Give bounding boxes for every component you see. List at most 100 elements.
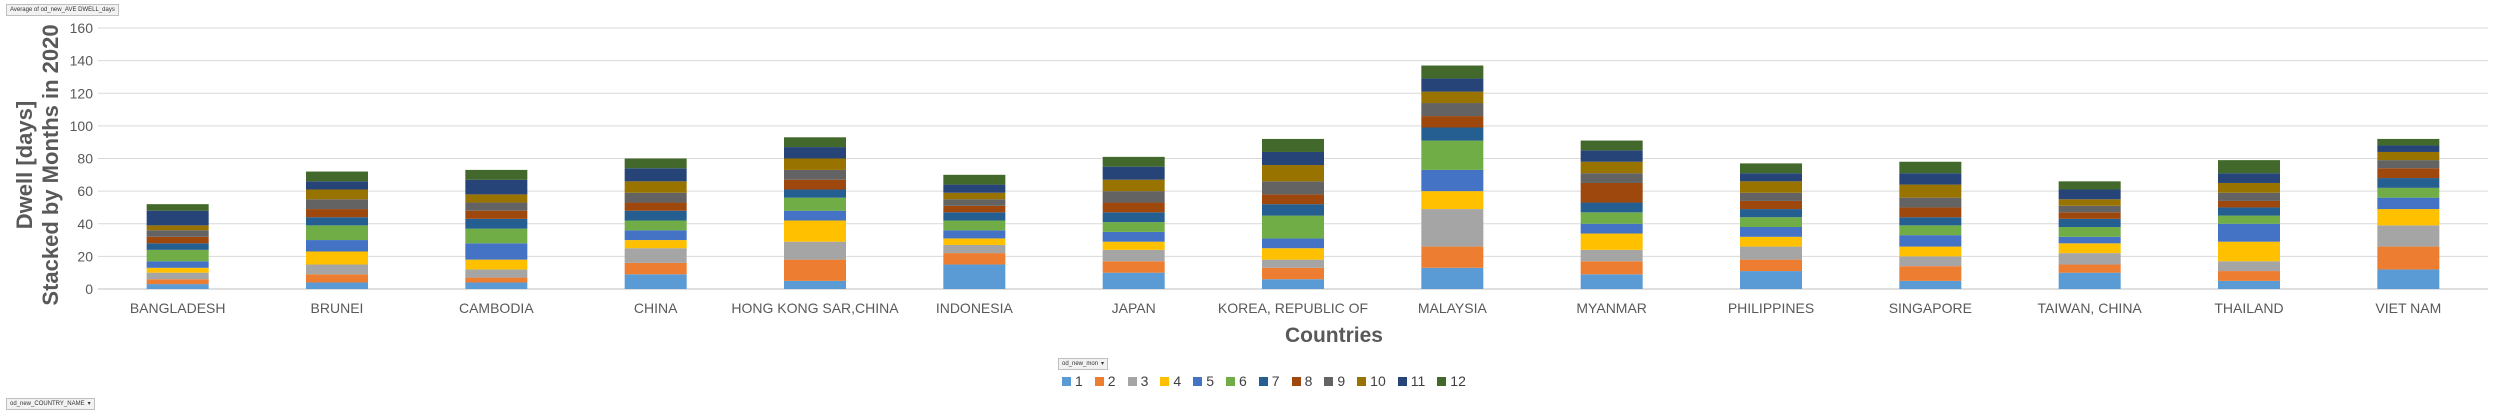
bar-segment[interactable] — [1102, 191, 1165, 203]
bar-segment[interactable] — [465, 179, 528, 195]
bar-segment[interactable] — [2377, 225, 2440, 247]
bar-segment[interactable] — [465, 277, 528, 283]
bar-segment[interactable] — [1102, 179, 1165, 192]
bar-segment[interactable] — [943, 212, 1006, 221]
bar-segment[interactable] — [943, 192, 1006, 200]
bar-segment[interactable] — [1102, 156, 1165, 167]
bar-segment[interactable] — [306, 240, 368, 252]
bar-segment[interactable] — [146, 243, 209, 250]
legend-item[interactable]: 8 — [1291, 373, 1312, 389]
bar-segment[interactable] — [1102, 166, 1165, 180]
bar-segment[interactable] — [784, 241, 846, 260]
bar-segment[interactable] — [784, 179, 846, 190]
bar-segment[interactable] — [624, 230, 687, 241]
bar-segment[interactable] — [943, 199, 1006, 206]
bar-segment[interactable] — [624, 158, 687, 169]
bar-segment[interactable] — [306, 171, 368, 182]
bar-segment[interactable] — [306, 274, 368, 283]
legend-item[interactable]: 5 — [1193, 373, 1214, 389]
bar-segment[interactable] — [2218, 173, 2280, 183]
bar-segment[interactable] — [1580, 274, 1643, 289]
bar-segment[interactable] — [784, 259, 846, 281]
bar-segment[interactable] — [2377, 178, 2440, 188]
bar-segment[interactable] — [2058, 181, 2121, 190]
bar-segment[interactable] — [1102, 249, 1165, 262]
bar-segment[interactable] — [2058, 227, 2121, 237]
bar-segment[interactable] — [1899, 235, 1962, 247]
bar-segment[interactable] — [624, 168, 687, 182]
bar-segment[interactable] — [2377, 145, 2440, 152]
bar-segment[interactable] — [624, 240, 687, 249]
bar-segment[interactable] — [2058, 189, 2121, 200]
legend-item[interactable]: 2 — [1094, 373, 1116, 389]
bar-segment[interactable] — [2218, 271, 2280, 281]
bar-segment[interactable] — [1421, 116, 1484, 128]
bar-segment[interactable] — [784, 147, 846, 159]
bar-segment[interactable] — [2058, 253, 2121, 265]
bar-segment[interactable] — [306, 199, 368, 210]
bar-segment[interactable] — [624, 262, 687, 275]
bar-segment[interactable] — [2377, 209, 2440, 226]
bar-segment[interactable] — [306, 189, 368, 200]
bar-segment[interactable] — [2377, 269, 2440, 289]
bar-segment[interactable] — [306, 282, 368, 289]
bar-segment[interactable] — [1102, 261, 1165, 273]
bar-segment[interactable] — [2058, 243, 2121, 254]
value-field-button[interactable]: Average of od_new_AVE DWELL_days — [6, 4, 119, 16]
bar-segment[interactable] — [2218, 215, 2280, 224]
bar-segment[interactable] — [465, 269, 528, 278]
bar-segment[interactable] — [624, 274, 687, 289]
bar-segment[interactable] — [146, 261, 209, 268]
bar-segment[interactable] — [1262, 194, 1324, 205]
bar-segment[interactable] — [784, 169, 846, 180]
bar-segment[interactable] — [2058, 264, 2121, 273]
bar-segment[interactable] — [2058, 236, 2121, 244]
bar-segment[interactable] — [146, 272, 209, 280]
bar-segment[interactable] — [1740, 200, 1802, 210]
bar-segment[interactable] — [943, 244, 1006, 254]
bar-segment[interactable] — [306, 209, 368, 218]
bar-segment[interactable] — [1580, 212, 1643, 224]
bar-segment[interactable] — [1899, 246, 1962, 257]
bar-segment[interactable] — [2218, 182, 2280, 193]
bar-segment[interactable] — [943, 264, 1006, 289]
bar-segment[interactable] — [2218, 223, 2280, 242]
bar-segment[interactable] — [2218, 192, 2280, 201]
bar-segment[interactable] — [1421, 209, 1484, 247]
bar-segment[interactable] — [2058, 205, 2121, 213]
bar-segment[interactable] — [2218, 280, 2280, 289]
legend-item[interactable]: 1 — [1062, 373, 1083, 389]
bar-segment[interactable] — [784, 189, 846, 198]
bar-segment[interactable] — [1421, 267, 1484, 289]
bar-segment[interactable] — [1262, 279, 1324, 289]
bar-segment[interactable] — [624, 181, 687, 193]
bar-segment[interactable] — [2377, 197, 2440, 210]
bar-segment[interactable] — [306, 217, 368, 226]
bar-segment[interactable] — [146, 279, 209, 285]
bar-segment[interactable] — [1421, 91, 1484, 104]
bar-segment[interactable] — [1899, 184, 1962, 198]
bar-segment[interactable] — [1899, 161, 1962, 174]
bar-segment[interactable] — [784, 210, 846, 221]
bar-segment[interactable] — [784, 197, 846, 211]
bar-segment[interactable] — [624, 248, 687, 263]
bar-segment[interactable] — [1421, 65, 1484, 79]
legend-item[interactable]: 4 — [1160, 373, 1181, 389]
bar-segment[interactable] — [306, 251, 368, 265]
legend-item[interactable]: 9 — [1324, 373, 1345, 389]
bar-segment[interactable] — [943, 253, 1006, 265]
bar-segment[interactable] — [784, 137, 846, 148]
bar-segment[interactable] — [1580, 261, 1643, 275]
bar-segment[interactable] — [1580, 140, 1643, 151]
bar-segment[interactable] — [1580, 223, 1643, 234]
bar-segment[interactable] — [1262, 165, 1324, 182]
bar-segment[interactable] — [624, 210, 687, 221]
bar-segment[interactable] — [2218, 241, 2280, 262]
bar-segment[interactable] — [1899, 280, 1962, 289]
bar-segment[interactable] — [1262, 215, 1324, 239]
bar-segment[interactable] — [1421, 127, 1484, 141]
bar-segment[interactable] — [943, 230, 1006, 239]
bar-segment[interactable] — [1262, 151, 1324, 166]
bar-segment[interactable] — [784, 280, 846, 289]
bar-segment[interactable] — [1740, 271, 1802, 289]
